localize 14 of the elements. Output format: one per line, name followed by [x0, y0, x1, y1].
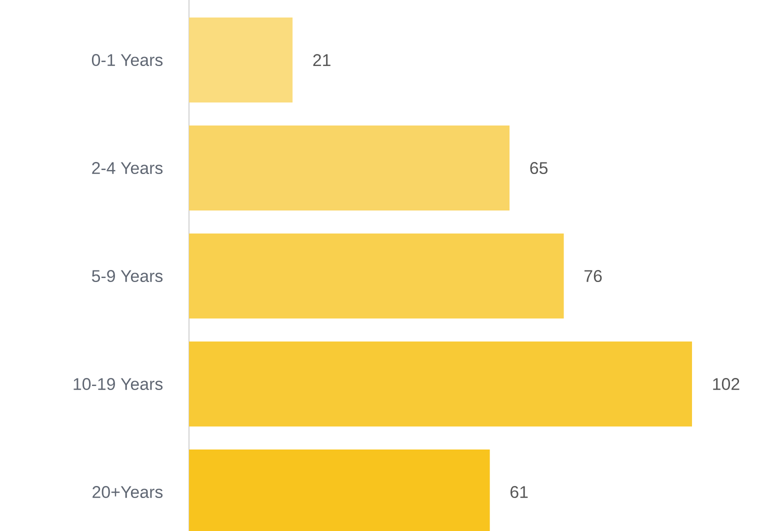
data-label: 21 [313, 54, 330, 66]
bar [189, 234, 564, 319]
data-label: 76 [584, 270, 602, 282]
y-tick-label: 2-4 Years [92, 162, 163, 174]
data-label: 65 [530, 162, 548, 174]
bar [189, 342, 692, 427]
bar [189, 18, 293, 103]
bar [189, 126, 510, 211]
y-tick-label: 10-19 Years [74, 378, 163, 390]
data-label: 61 [510, 486, 528, 498]
y-tick-label: 5-9 Years [92, 270, 163, 282]
y-tick-label: 0-1 Years [92, 54, 163, 66]
data-label: 102 [713, 378, 740, 390]
y-tick-label: 20+Years [92, 486, 163, 498]
